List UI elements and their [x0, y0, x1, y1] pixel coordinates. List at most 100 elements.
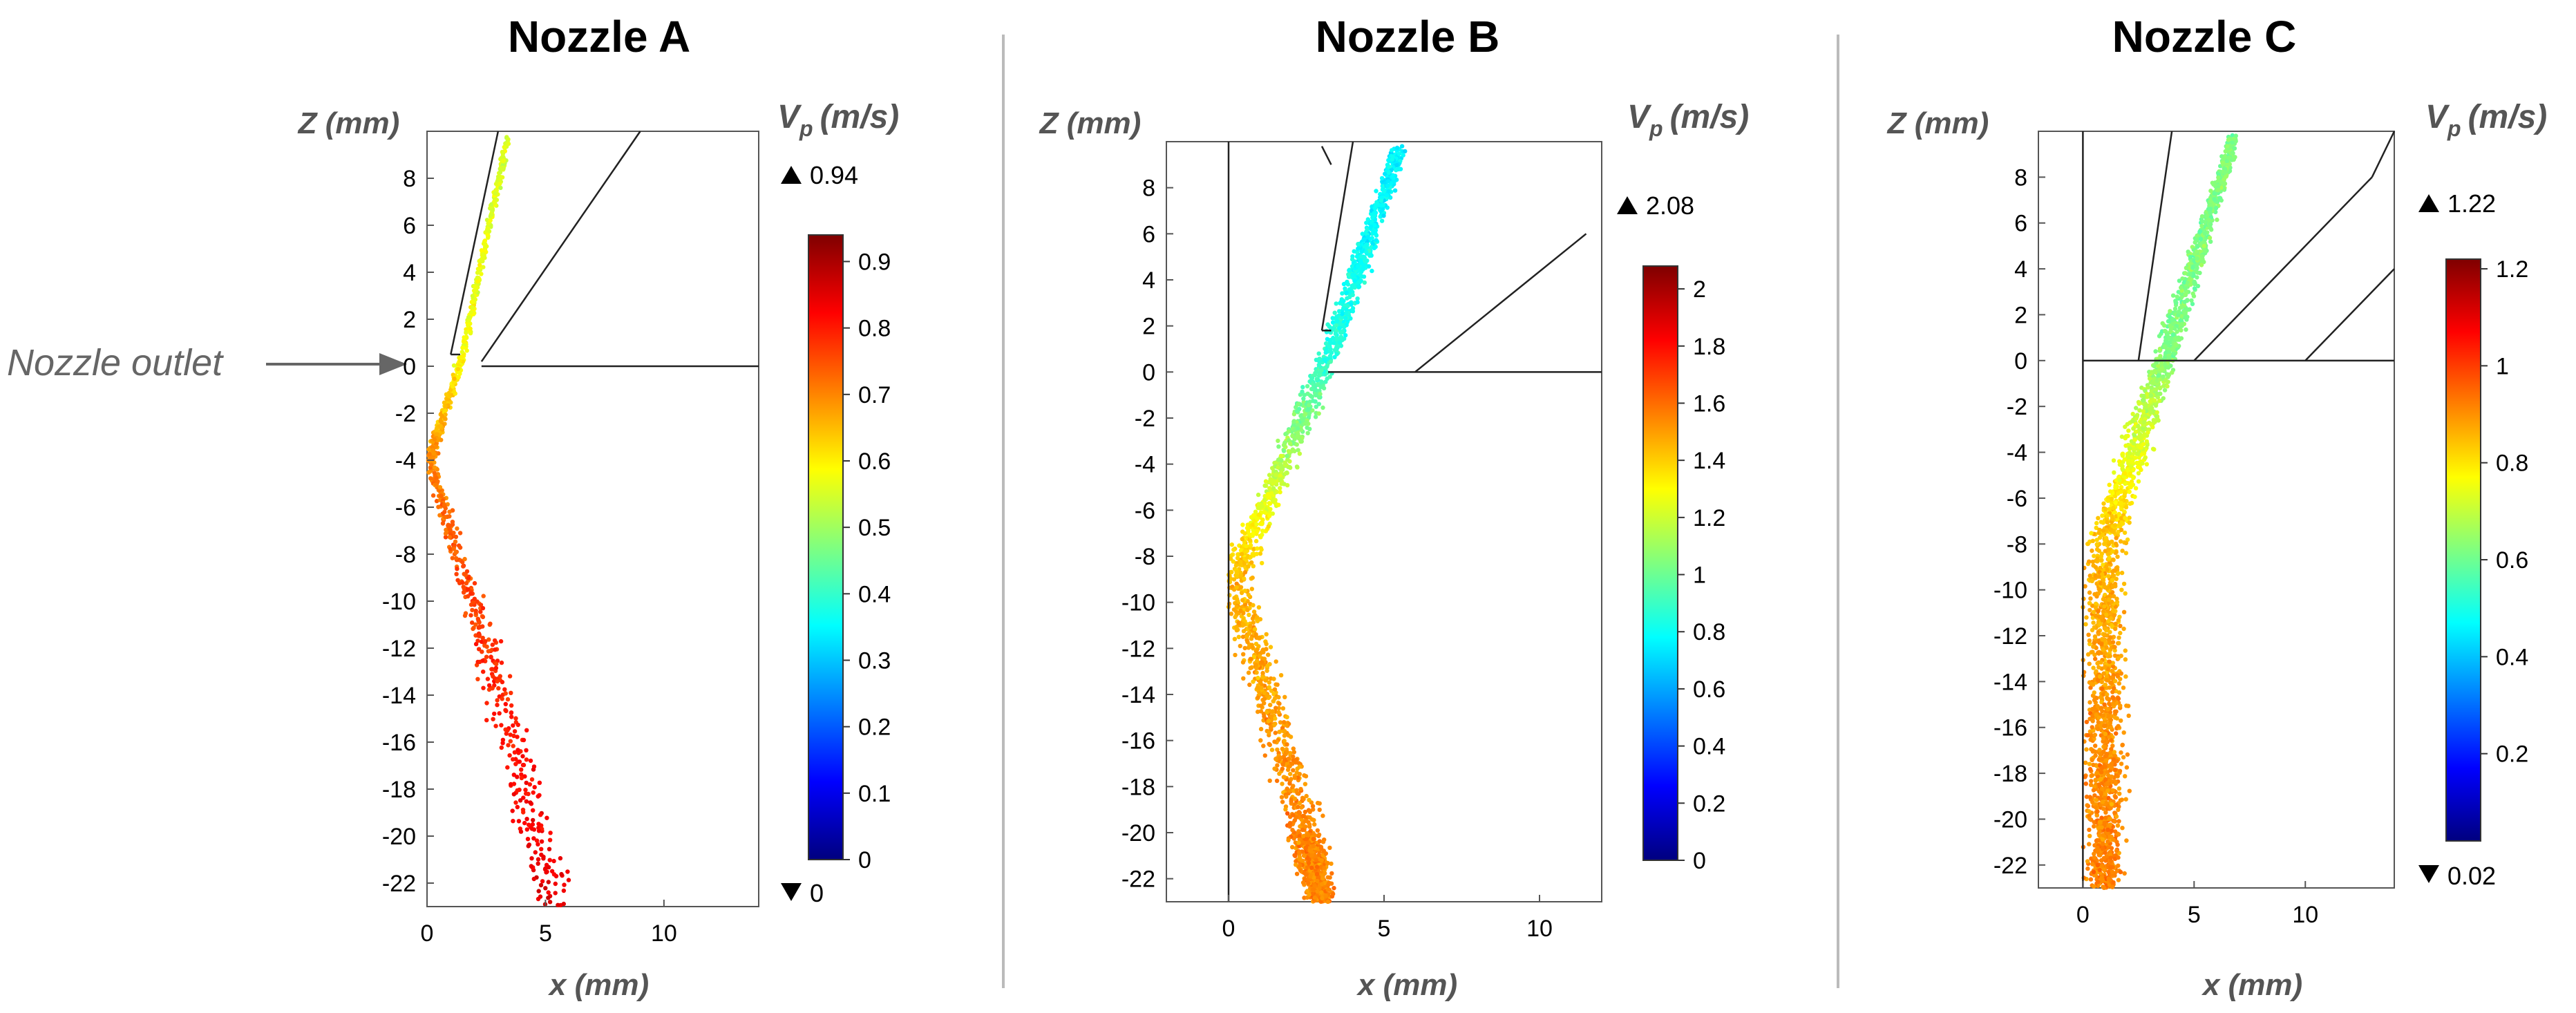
particle-point [2116, 878, 2121, 882]
particle-point [466, 315, 471, 320]
particle-point [2136, 479, 2141, 484]
y-tick-label: -2 [1135, 406, 1155, 432]
particle-point [1256, 644, 1261, 649]
particle-point [2118, 630, 2123, 636]
particle-point [1394, 145, 1400, 151]
particle-point [451, 389, 457, 394]
particle-point [1307, 849, 1313, 853]
particle-point [1322, 866, 1327, 871]
particle-point [1267, 741, 1271, 747]
particle-point [2090, 719, 2095, 723]
particle-point [551, 858, 556, 864]
particle-point [1251, 513, 1256, 518]
particle-point [503, 708, 508, 712]
particle-point [531, 764, 537, 769]
particle-point [1294, 788, 1299, 793]
particle-point [1289, 777, 1294, 782]
particle-point [1248, 623, 1253, 629]
particle-point [1315, 878, 1320, 884]
particle-point [1356, 242, 1361, 247]
particle-point [1282, 720, 1287, 725]
particle-point [1329, 871, 1334, 876]
particle-point [448, 400, 453, 405]
particle-point [1317, 885, 1322, 891]
particle-point [2108, 717, 2114, 723]
particle-point [495, 703, 500, 708]
particle-point [1244, 549, 1249, 554]
particle-point [1296, 850, 1302, 855]
particle-point [503, 701, 508, 707]
particle-point [1323, 893, 1329, 898]
particle-point [475, 270, 480, 275]
particle-point [455, 526, 460, 531]
particle-point [447, 535, 452, 540]
particle-point [547, 846, 552, 852]
particle-point [2107, 735, 2112, 739]
particle-point [1255, 615, 1260, 620]
particle-point [464, 348, 469, 353]
particle-point [2122, 871, 2127, 876]
particle-point [432, 437, 437, 442]
y-tick-label: -10 [1121, 590, 1155, 616]
particle-point [553, 881, 558, 887]
y-axis-label: Z (mm) [1886, 106, 1989, 140]
particle-point [1260, 529, 1265, 533]
particle-point [2121, 685, 2126, 690]
particle-point [453, 539, 458, 545]
particle-point [2102, 632, 2108, 637]
particle-point [1258, 680, 1263, 685]
particle-point [1289, 797, 1294, 802]
panel-nozzle-c: Nozzle C Z (mm) x (mm) Vp (m/s) 1.22 0.02… [1886, 12, 2548, 1002]
particle-point [471, 600, 475, 605]
particle-point [1273, 659, 1278, 664]
particle-point [2157, 334, 2162, 339]
particle-point [1290, 844, 1295, 850]
particle-point [453, 550, 458, 555]
particle-point [2091, 665, 2096, 670]
colorbar-title: Vp (m/s) [777, 99, 899, 141]
particle-point [1263, 479, 1269, 484]
particle-point [1385, 179, 1391, 184]
panel-nozzle-a: Nozzle A Z (mm) x (mm) Vp (m/s) 0.94 0 86… [297, 12, 900, 1002]
particle-point [1323, 851, 1329, 856]
particle-point [511, 744, 515, 748]
particle-point [1318, 384, 1324, 390]
particle-point [1322, 357, 1327, 362]
particle-point [2109, 496, 2114, 502]
particle-point [2136, 451, 2141, 457]
particle-point [1304, 872, 1309, 878]
particle-point [1262, 498, 1267, 502]
colorbar-min-label: 0.02 [2447, 862, 2496, 890]
particle-point [1275, 763, 1280, 768]
particle-point [1247, 682, 1252, 688]
particle-point [524, 728, 529, 733]
particle-point [2108, 654, 2112, 659]
particle-point [511, 792, 516, 797]
particle-point [1361, 267, 1365, 272]
particle-point [1249, 587, 1255, 591]
particle-point [1369, 220, 1374, 225]
chart-title: Nozzle B [1316, 12, 1500, 61]
y-tick-label: -22 [1121, 867, 1155, 893]
particle-point [1297, 833, 1303, 839]
particle-point [1267, 680, 1272, 685]
particle-point [1238, 562, 1243, 567]
particle-point [1242, 588, 1248, 594]
particle-point [1370, 215, 1375, 220]
particle-point [1306, 840, 1311, 845]
particle-point [2154, 413, 2159, 419]
particle-point [1286, 837, 1291, 843]
particle-point [502, 144, 506, 150]
particle-point [1273, 716, 1278, 721]
particle-point [1317, 839, 1323, 844]
particle-point [1344, 290, 1349, 296]
y-tick-label: -12 [1121, 636, 1155, 662]
particle-point [1291, 836, 1296, 841]
particle-point [1229, 569, 1234, 575]
y-tick-label: -22 [382, 871, 416, 897]
particle-point [1364, 220, 1369, 225]
particle-point [1327, 845, 1332, 851]
particle-point [2096, 665, 2101, 670]
particle-point [2108, 710, 2113, 715]
particle-point [2211, 182, 2216, 187]
